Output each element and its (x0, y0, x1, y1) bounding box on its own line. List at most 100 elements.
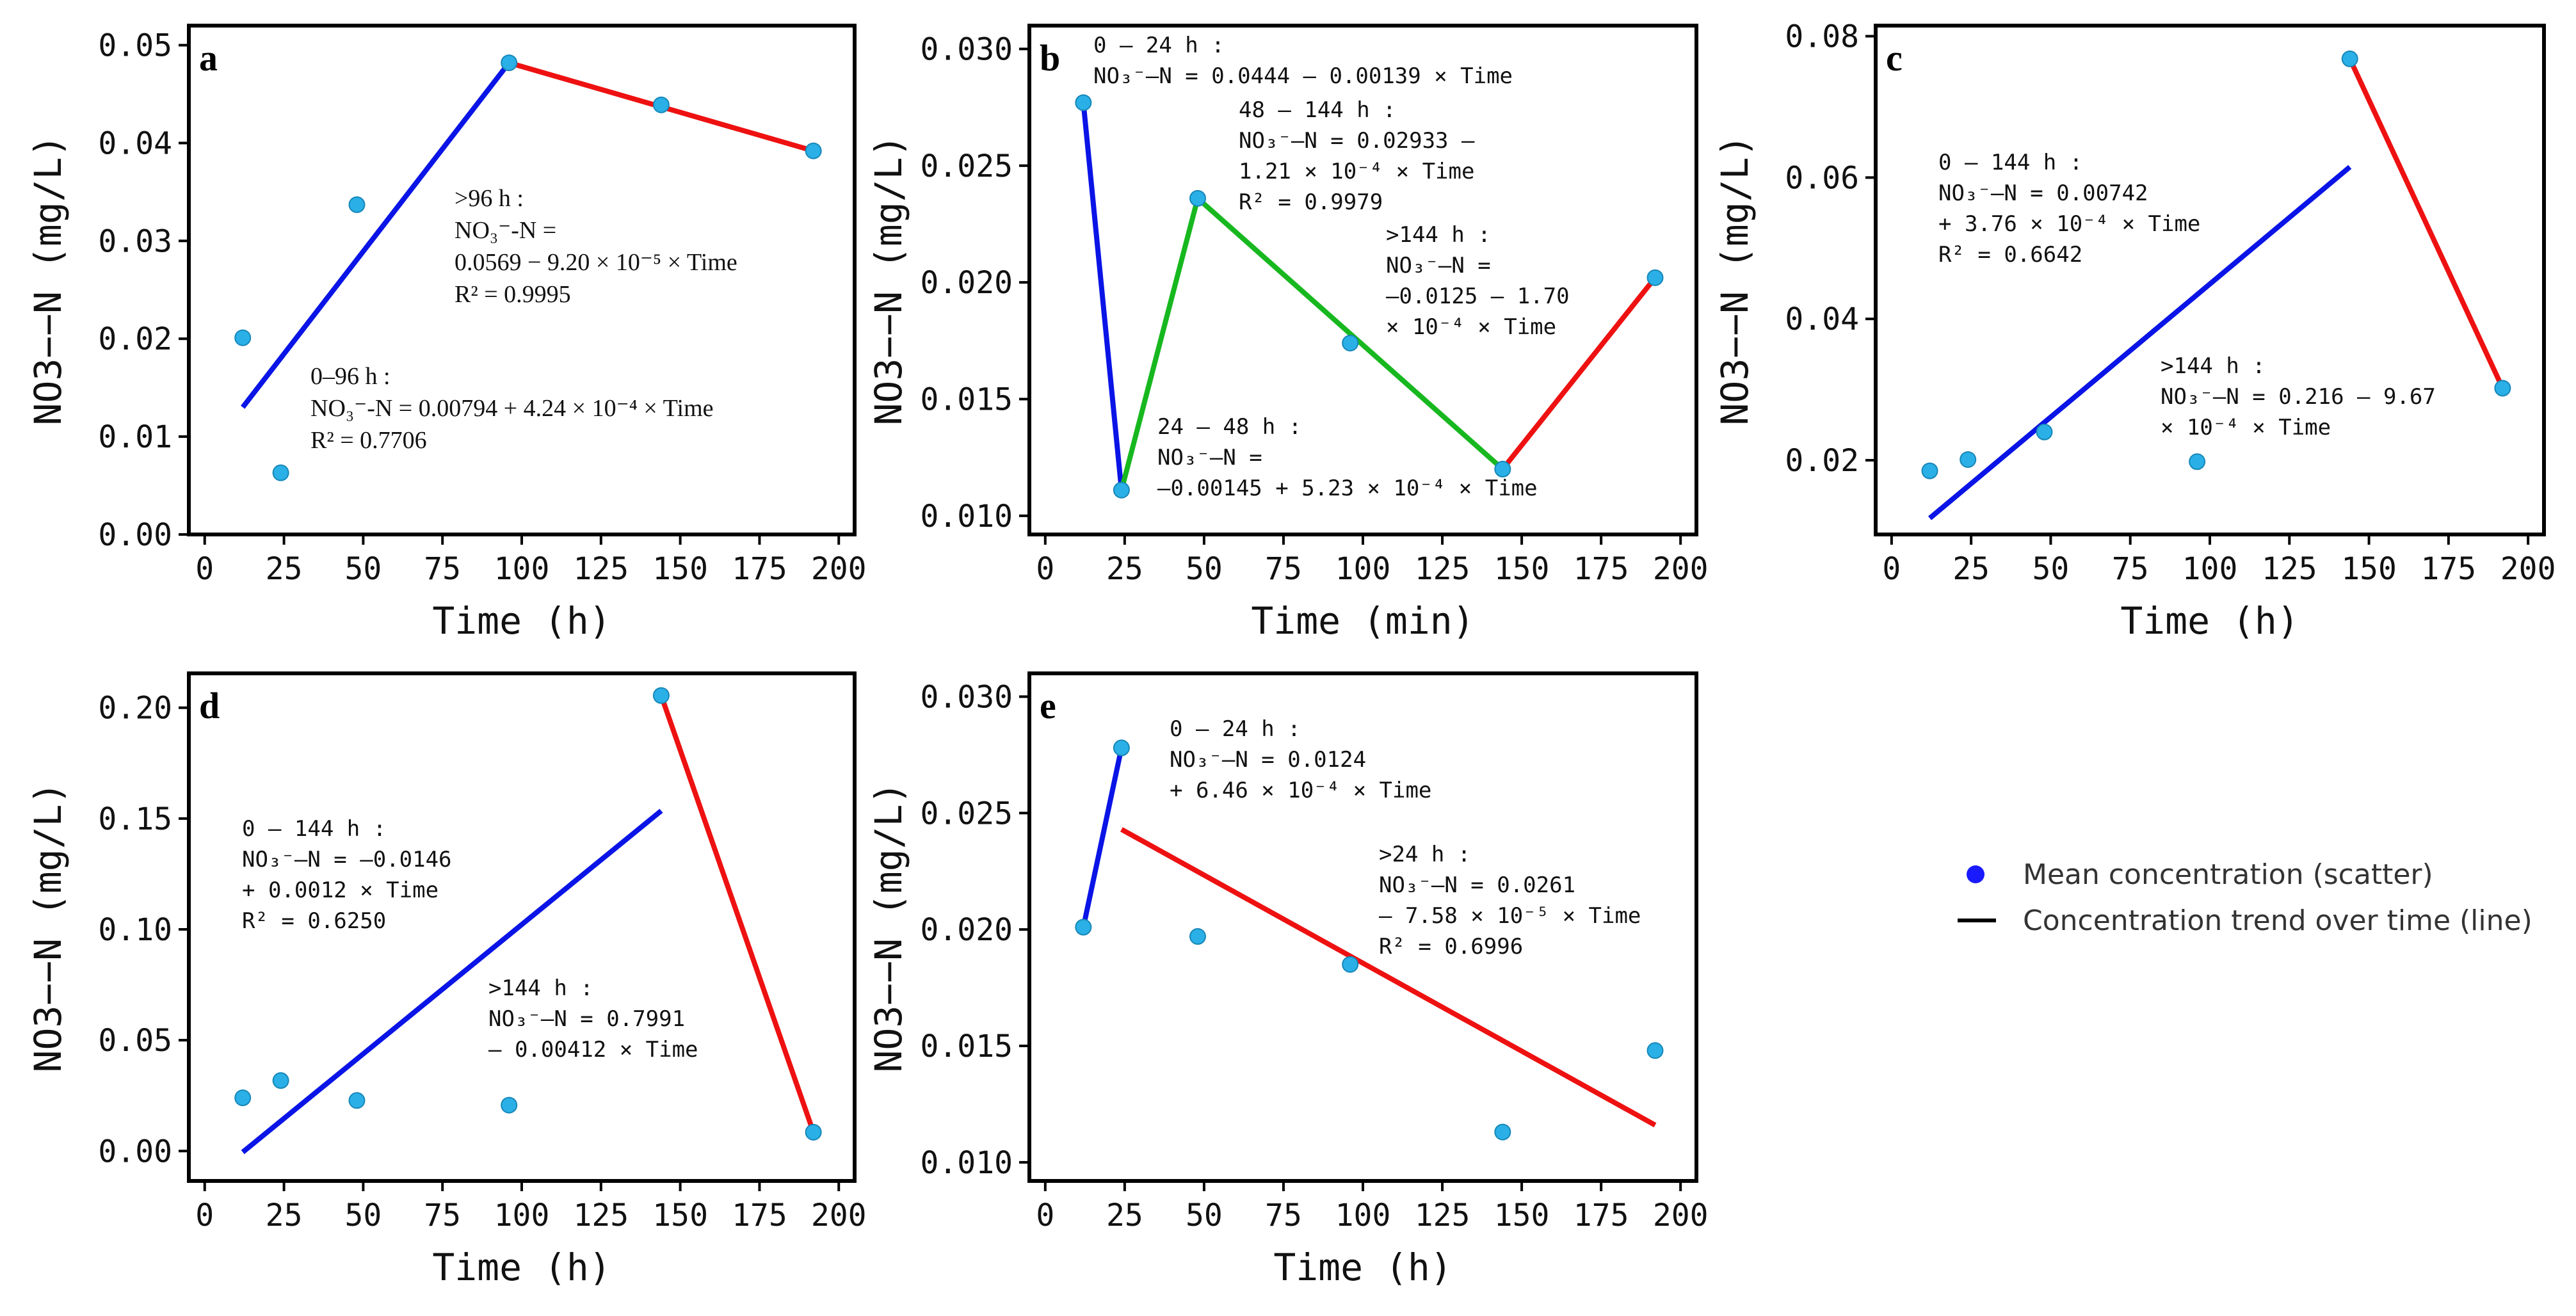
y-tick-label: 0.06 (1785, 160, 1859, 196)
trend-line-blue-1 (241, 61, 511, 409)
y-tick-label: 0.025 (921, 148, 1013, 184)
x-axis-title: Time (h) (432, 599, 611, 643)
panel-letter-e: e (1040, 685, 1056, 726)
y-axis-title: NO3−−N (mg/L) (26, 135, 70, 426)
trend-line-blue-1 (1081, 747, 1124, 928)
x-axis-title: Time (h) (1273, 1246, 1452, 1289)
x-axis-title: Time (min) (1251, 599, 1474, 643)
y-tick-label: 0.01 (98, 419, 172, 455)
y-axis-title: NO3−−N (mg/L) (867, 135, 910, 426)
data-point (1075, 94, 1092, 111)
data-point (2036, 423, 2053, 440)
y-tick-label: 0.00 (98, 1134, 172, 1169)
x-axis-title: Time (h) (432, 1246, 611, 1289)
regression-annotation: 0 – 144 h : NO₃⁻–N = 0.00742 + 3.76 × 10⁻⁴… (1938, 150, 2200, 268)
y-tick-label: 0.025 (921, 796, 1013, 831)
y-tick-label: 0.04 (98, 125, 172, 161)
x-tick-label: 0 (1036, 551, 1054, 587)
x-tick-label: 50 (344, 1198, 382, 1233)
chart-panel-a: 0 25 50 75 100 125 150 175 200 0.00 0.01 0.02 0.03 0.… (26, 24, 867, 643)
legend-scatter-label: Mean concentration (scatter) (2023, 858, 2433, 891)
legend-scatter-marker (1967, 865, 1984, 883)
trend-line-red-2 (2347, 58, 2506, 390)
data-point (1494, 460, 1511, 477)
data-point (1646, 269, 1664, 286)
y-tick-label: 0.02 (1785, 443, 1859, 479)
panel-letter-b: b (1040, 37, 1060, 79)
data-point (1494, 1123, 1511, 1141)
regression-annotation: 48 – 144 h : NO₃⁻–N = 0.02933 –1.21 × 10⁻… (1239, 97, 1475, 215)
x-tick-label: 25 (266, 1198, 303, 1233)
trend-line-blue-1 (241, 808, 663, 1155)
data-point (805, 1123, 822, 1141)
y-tick-label: 0.20 (98, 691, 172, 726)
y-tick-label: 0.05 (98, 1023, 172, 1059)
x-tick-label: 75 (424, 1198, 461, 1233)
y-tick-label: 0.030 (921, 679, 1013, 715)
x-tick-label: 175 (732, 551, 787, 587)
x-tick-label: 150 (1494, 551, 1550, 587)
data-point (2189, 453, 2206, 470)
x-tick-label: 75 (424, 551, 461, 587)
regression-annotation: >144 h : NO₃⁻–N = 0.216 – 9.67 × 10⁻⁴ × Ti… (2161, 353, 2436, 440)
x-tick-label: 25 (1106, 1198, 1143, 1233)
legend: Mean concentration (scatter) Concentrati… (1958, 858, 2532, 937)
chart-panel-b: 0 25 50 75 100 125 150 175 200 0.010 0.015 0.020 0.0… (867, 24, 1709, 643)
trend-line-red-2 (1120, 827, 1657, 1128)
trend-line-red-4 (1501, 276, 1657, 471)
y-tick-label: 0.020 (921, 912, 1013, 948)
data-point (652, 96, 670, 113)
x-tick-label: 125 (1415, 551, 1470, 587)
trend-line-red-2 (659, 694, 816, 1134)
data-point (1113, 739, 1130, 757)
x-tick-label: 175 (2421, 551, 2477, 587)
trend-line-green-2 (1119, 197, 1200, 491)
data-point (1960, 451, 1977, 468)
x-tick-label: 100 (1335, 551, 1391, 587)
x-tick-label: 50 (1186, 551, 1223, 587)
x-tick-label: 175 (732, 1198, 787, 1233)
data-point (652, 687, 670, 704)
x-tick-label: 125 (573, 551, 629, 587)
data-point (805, 142, 822, 159)
x-tick-label: 100 (2182, 551, 2238, 587)
regression-annotation: >144 h : NO₃⁻–N = –0.0125 – 1.70 × 10⁻⁴ × T… (1386, 222, 1570, 340)
regression-annotation: 0 – 24 h : NO₃⁻–N = 0.0124 + 6.46 × 10⁻⁴ ×… (1170, 716, 1431, 803)
data-point (272, 464, 289, 481)
x-tick-label: 200 (1653, 551, 1709, 587)
x-tick-label: 25 (1952, 551, 1990, 587)
data-point (1342, 956, 1359, 973)
y-axis-title: NO3−−N (mg/L) (1713, 135, 1757, 426)
x-tick-label: 100 (1335, 1198, 1391, 1233)
chart-panel-d: 0 25 50 75 100 125 150 175 200 0.00 0.05 0.10 0.15 0.… (26, 671, 867, 1289)
regression-annotation: 0 – 144 h : NO₃⁻–N = –0.0146 + 0.0012 × Ti… (242, 816, 452, 934)
panel-letter-c: c (1886, 37, 1903, 79)
y-tick-label: 0.04 (1785, 301, 1859, 337)
x-tick-label: 150 (2341, 551, 2397, 587)
y-tick-label: 0.015 (921, 381, 1013, 417)
x-tick-label: 50 (344, 551, 382, 587)
panel-letter-a: a (199, 37, 218, 79)
y-tick-label: 0.02 (98, 321, 172, 357)
data-point (1189, 189, 1206, 207)
legend-line-label: Concentration trend over time (line) (2023, 904, 2532, 937)
x-tick-label: 200 (811, 551, 867, 587)
x-tick-label: 0 (195, 1198, 214, 1233)
x-tick-label: 175 (1574, 1198, 1629, 1233)
x-tick-label: 200 (1653, 1198, 1709, 1233)
y-tick-label: 0.00 (98, 517, 172, 553)
data-point (2341, 50, 2358, 67)
trend-line-green-3 (1196, 196, 1504, 471)
x-tick-label: 50 (2033, 551, 2070, 587)
x-tick-label: 175 (1574, 551, 1629, 587)
data-point (1646, 1042, 1664, 1059)
data-point (501, 54, 518, 72)
data-point (272, 1072, 289, 1089)
x-axis-title: Time (h) (2120, 599, 2299, 643)
chart-panel-e: 0 25 50 75 100 125 150 175 200 0.010 0.015 0.020 0.0… (867, 671, 1709, 1289)
y-axis-title: NO3−−N (mg/L) (26, 782, 70, 1073)
x-tick-label: 125 (573, 1198, 629, 1233)
data-point (1921, 462, 1938, 479)
data-point (234, 329, 252, 346)
x-tick-label: 0 (1036, 1198, 1054, 1233)
